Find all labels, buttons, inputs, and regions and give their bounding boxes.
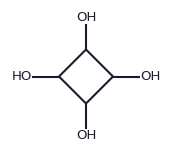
- Text: OH: OH: [76, 129, 96, 142]
- Text: OH: OH: [140, 70, 160, 83]
- Text: OH: OH: [76, 11, 96, 24]
- Text: HO: HO: [12, 70, 32, 83]
